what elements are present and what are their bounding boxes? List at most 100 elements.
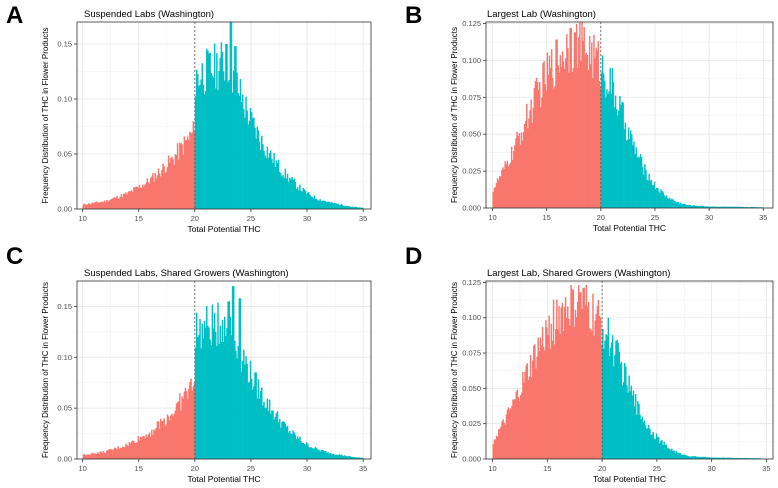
histogram-bar (746, 458, 749, 459)
histogram-bar (761, 207, 763, 208)
histogram-bar (655, 433, 658, 459)
y-tick-label: 0.000 (462, 204, 481, 213)
histogram-bar (102, 450, 105, 459)
histogram-bar (174, 154, 177, 209)
histogram-bar (134, 443, 136, 459)
histogram-bar (152, 173, 154, 209)
histogram-bar (724, 206, 726, 208)
histogram-bar (285, 427, 288, 459)
histogram-bar (711, 206, 713, 208)
histogram-bar (674, 452, 676, 459)
histogram-bar (92, 203, 95, 209)
histogram-bar (565, 58, 567, 209)
histogram-bar (142, 436, 144, 459)
histogram-bar (621, 385, 624, 459)
chart-title: Suspended Labs, Shared Growers (Washingt… (84, 268, 289, 279)
histogram-bar (293, 178, 296, 209)
histogram-bar (675, 202, 677, 208)
histogram-bar (667, 199, 670, 208)
histogram-bar (328, 453, 330, 459)
histogram-bar (597, 41, 599, 209)
x-tick-label: 35 (359, 214, 367, 223)
histogram-bar (639, 414, 641, 459)
histogram-bar (321, 450, 324, 459)
histogram-bar (514, 145, 516, 208)
histogram-bar (584, 304, 587, 459)
histogram-bar (528, 376, 531, 459)
histogram-bar (360, 457, 363, 459)
histogram-bar (263, 401, 265, 459)
panel-letter: D (405, 243, 423, 270)
histogram-bar (302, 187, 305, 209)
histogram-bar (189, 131, 191, 209)
histogram-bar (638, 157, 641, 208)
histogram-bar (514, 399, 516, 459)
histogram-bar (656, 436, 659, 459)
chart-title: Largest Lab (Washington) (487, 9, 596, 20)
histogram-bar (154, 173, 156, 209)
histogram-bar (666, 447, 669, 459)
histogram-bar (246, 363, 248, 459)
histogram-bar (576, 68, 579, 208)
histogram-bar (224, 80, 226, 209)
histogram-bar (350, 206, 353, 209)
histogram-bar (312, 198, 315, 209)
histogram-bar (167, 155, 170, 209)
histogram-bar (247, 124, 250, 209)
histogram-bar (229, 316, 232, 459)
bars (82, 286, 364, 459)
histogram-bar (238, 298, 241, 459)
histogram-bar (693, 205, 696, 208)
histogram-bar (224, 316, 226, 459)
histogram-bar (243, 349, 245, 459)
histogram-bar (183, 136, 186, 209)
histogram-bar (134, 187, 136, 209)
x-axis-label: Total Potential THC (593, 223, 666, 233)
histogram-bar (152, 434, 154, 459)
histogram-bar (751, 206, 753, 208)
histogram-bar (276, 162, 279, 209)
histogram-bar (507, 407, 510, 459)
histogram-bar (504, 424, 507, 459)
histogram-bar (700, 206, 702, 208)
histogram-bar (296, 436, 299, 459)
histogram-bar (120, 194, 123, 209)
histogram-bar (599, 317, 602, 459)
histogram-bar (515, 391, 518, 459)
histogram-bar (164, 173, 166, 209)
histogram-bar (330, 201, 333, 209)
histogram-bar (627, 392, 629, 459)
histogram-bar (661, 440, 663, 459)
histogram-bar (544, 84, 546, 208)
histogram-bar (176, 402, 179, 459)
histogram-bar (189, 381, 191, 459)
histogram-bar (712, 206, 714, 208)
histogram-bar (675, 450, 677, 459)
histogram-bar (500, 426, 502, 459)
histogram-bar (145, 434, 147, 459)
histogram-bar (185, 391, 188, 459)
histogram-bar (631, 395, 634, 459)
histogram-bar (291, 176, 293, 209)
histogram-bar (689, 204, 692, 208)
histogram-bar (335, 454, 337, 459)
histogram-bar (715, 206, 718, 208)
histogram-bar (526, 103, 528, 208)
histogram-bar (97, 452, 99, 459)
histogram-bar (709, 457, 711, 459)
histogram-bar (299, 436, 301, 459)
x-tick-label: 25 (247, 214, 255, 223)
histogram-bar (330, 453, 333, 459)
histogram-bar (570, 284, 572, 459)
histogram-bar (719, 206, 722, 208)
histogram-bar (351, 206, 354, 209)
histogram-bar (244, 364, 246, 459)
histogram-bar (587, 69, 590, 208)
histogram-bar (638, 404, 640, 459)
histogram-bar (318, 200, 320, 209)
histogram-bar (329, 452, 331, 459)
histogram-bar (608, 356, 611, 459)
histogram-bar (170, 415, 172, 459)
histogram-bar (566, 34, 568, 208)
histogram-bar (517, 135, 519, 208)
